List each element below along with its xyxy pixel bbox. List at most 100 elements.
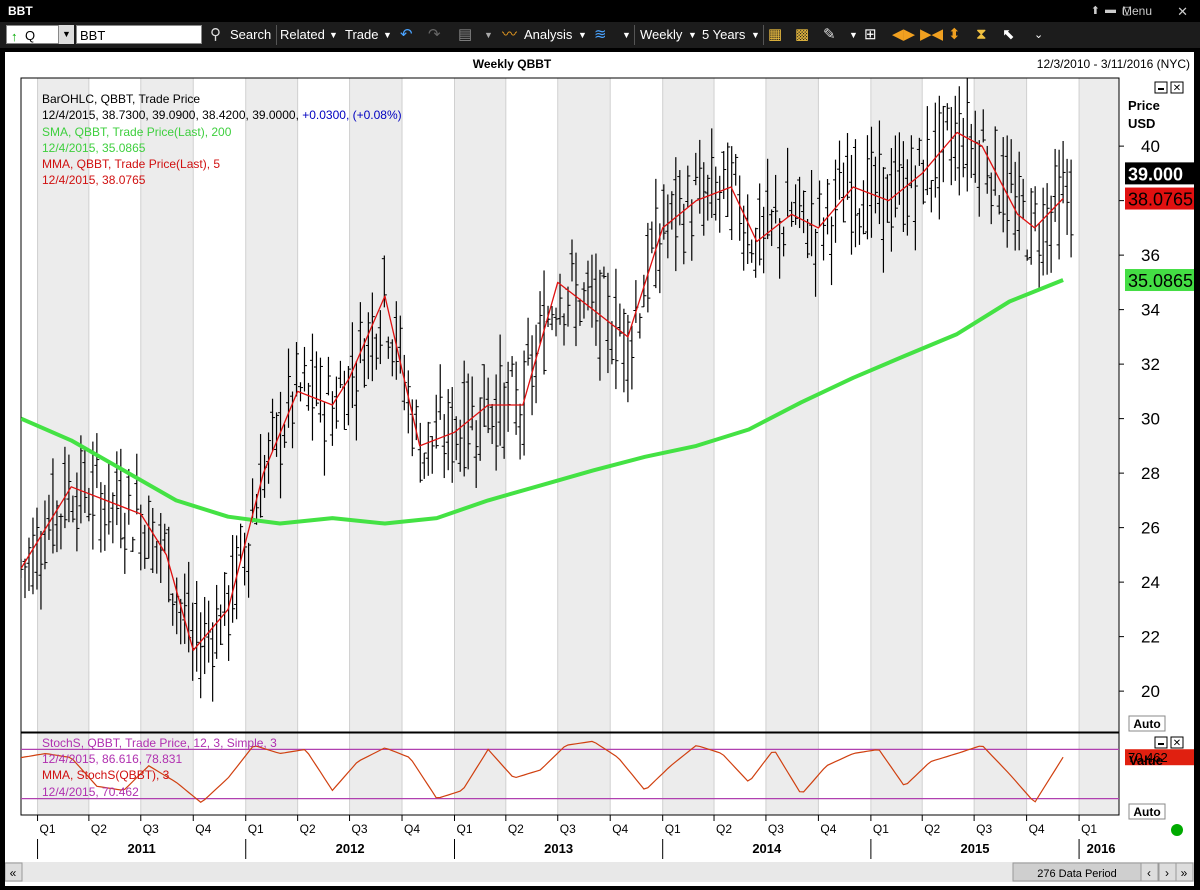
scroll-up-icon[interactable]: ⬆ (1090, 5, 1100, 17)
symbol-type-select[interactable]: ↑ Q (6, 25, 74, 44)
ohlc-bar (353, 361, 359, 441)
ohlc-bar (661, 184, 667, 240)
ohlc-bar (1052, 148, 1058, 222)
auto-scale-button-stoch[interactable]: Auto (1128, 803, 1166, 820)
ohlc-bar (577, 298, 583, 326)
menu-button[interactable]: Menu (1121, 4, 1152, 18)
x-tick-label: Q1 (456, 822, 472, 836)
ohlc-bar (505, 361, 511, 432)
window-controls-main[interactable]: ✕ (1154, 81, 1184, 94)
ohlc-bar (461, 360, 467, 477)
ohlc-bar (242, 532, 248, 586)
stoch-mma-title: MMA, StochS(QBBT), 3 (42, 768, 170, 782)
ohlc-bar (497, 334, 503, 446)
ohlc-bar (1040, 187, 1046, 276)
ohlc-bar (557, 273, 563, 325)
ohlc-bar (102, 484, 108, 551)
ohlc-bar (313, 351, 319, 407)
ohlc-bar (705, 174, 711, 221)
auto-scale-button-main[interactable]: Auto (1128, 715, 1166, 732)
ohlc-bar (944, 103, 950, 131)
x-tick-label: Q1 (248, 822, 264, 836)
ohlc-bar (445, 389, 451, 471)
ohlc-bar (150, 507, 156, 574)
date-range: 12/3/2010 - 3/11/2016 (NYC) (1037, 57, 1190, 71)
ohlc-bar (829, 216, 835, 286)
ohlc-bar (781, 226, 787, 257)
scroll-left-right-icon[interactable]: ◀▶ (892, 26, 916, 43)
stoch-badge: 70.462 (1125, 749, 1194, 766)
ohlc-bar (589, 254, 595, 328)
scroll-left-icon: « (10, 866, 17, 880)
price-chart[interactable]: 2022242628303234363840 Q1Q2Q3Q4Q1Q2Q3Q4Q… (5, 52, 1194, 886)
ohlc-bar (709, 128, 715, 218)
symbol-type-value: Q (25, 28, 36, 43)
window-controls-stoch[interactable]: ✕ (1154, 736, 1184, 749)
search-icon[interactable]: ⚲ (210, 26, 221, 43)
compress-icon[interactable]: ▶◀ (920, 26, 944, 43)
more-icon[interactable]: ⌄ (1034, 29, 1044, 41)
trade-button[interactable]: Trade (345, 27, 379, 42)
ohlc-bar (50, 458, 56, 554)
zoom-box-icon[interactable]: ⊞ (864, 26, 877, 43)
related-button[interactable]: Related (280, 27, 325, 42)
draw-tool-icon[interactable]: ✎ (823, 26, 836, 43)
ohlc-bar (385, 336, 391, 359)
ohlc-bar (757, 183, 763, 266)
ohlc-bar (21, 559, 24, 578)
close-icon[interactable]: ✕ (1177, 4, 1188, 19)
range-select[interactable]: 5 Years (702, 27, 746, 42)
ohlc-bar (884, 174, 890, 223)
search-button[interactable]: Search (230, 27, 272, 42)
toolbar: ↑ Q ▼ BBT ⚲ Search Related ▼ Trade ▼ ↶ ↷… (0, 22, 1200, 48)
analysis-button[interactable]: Analysis (524, 27, 573, 42)
ohlc-bar (876, 120, 882, 225)
quarter-band (974, 78, 1027, 815)
redo-icon[interactable]: ↷ (428, 26, 441, 43)
ohlc-bar (66, 454, 72, 523)
undo-icon[interactable]: ↶ (400, 26, 413, 43)
scrollbar[interactable]: « 276 Data Period ‹ › » (5, 862, 1194, 882)
ohlc-bar (629, 325, 635, 390)
x-tick-label: Q1 (40, 822, 56, 836)
ohlc-bar (226, 585, 232, 661)
ohlc-bar (940, 105, 946, 183)
chart-style-icon[interactable]: ▦ (768, 26, 783, 43)
ohlc-bar (106, 461, 112, 535)
stoch-mma-line (21, 740, 1064, 803)
cursor-icon[interactable]: ⬉ (1002, 26, 1015, 43)
mma-5-line (21, 131, 1064, 651)
ohlc-bar (928, 179, 934, 213)
scroll-next-icon: › (1165, 866, 1169, 880)
ohlc-bar (222, 572, 228, 626)
hourglass-icon[interactable]: ⧗ (976, 26, 987, 43)
ohlc-bar (597, 269, 603, 381)
studies-icon[interactable]: ≋ (594, 26, 607, 43)
ohlc-bar (98, 482, 104, 553)
compare-icon[interactable]: ▩ (795, 26, 810, 43)
period-select[interactable]: Weekly (640, 27, 683, 42)
ohlc-bar (693, 152, 699, 186)
ohlc-bar (701, 162, 707, 236)
ohlc-bar (868, 126, 874, 238)
symbol-type-dropdown[interactable]: ▼ (58, 25, 74, 44)
folder-icon[interactable]: ▤ (458, 26, 473, 43)
ohlc-bar (70, 495, 76, 523)
symbol-input[interactable]: BBT (76, 25, 202, 44)
minimize-icon[interactable]: ▬ (1105, 4, 1116, 16)
ohlc-bar (282, 424, 288, 448)
quarter-band (557, 78, 611, 815)
expand-vertical-icon[interactable]: ⬍ (948, 26, 961, 43)
ohlc-bar (517, 403, 523, 460)
ohlc-bar (573, 252, 579, 347)
ohlc-bar (501, 382, 507, 459)
y-tick-label: 24 (1141, 573, 1160, 592)
ohlc-bar (856, 208, 862, 245)
ohlc-bar (809, 169, 815, 257)
ohlc-bar (984, 145, 990, 194)
ohlc-bar (218, 604, 224, 646)
year-label: 2014 (752, 841, 782, 856)
ohlc-bar (888, 148, 894, 252)
ohlc-bar (481, 364, 487, 427)
maximize-icon[interactable]: ▢ (1121, 5, 1132, 17)
